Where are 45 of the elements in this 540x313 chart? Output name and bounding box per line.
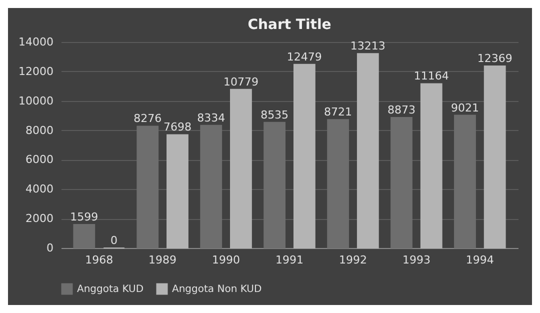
data-label: 0 [110, 234, 118, 247]
bar [200, 124, 222, 248]
data-label: 1599 [70, 210, 98, 224]
bar [327, 119, 349, 248]
bar [454, 114, 476, 248]
y-tick-label: 2000 [26, 212, 54, 226]
data-label: 8721 [324, 106, 352, 119]
x-tick-label: 1989 [148, 254, 177, 266]
data-label: 8873 [388, 103, 416, 116]
x-tick-label: 1992 [338, 254, 367, 266]
chart-title: Chart Title [248, 17, 332, 33]
y-tick-label: 4000 [26, 182, 54, 196]
data-label: 13213 [350, 40, 386, 53]
x-tick-label: 1991 [276, 254, 304, 266]
bar [356, 53, 379, 248]
x-tick-label: 1968 [85, 254, 114, 266]
bar [420, 83, 442, 248]
y-tick-label: 8000 [26, 124, 54, 137]
data-label: 8276 [134, 112, 162, 126]
legend-label: Anggota KUD [77, 284, 144, 295]
bar [230, 88, 252, 248]
y-tick-label: 10000 [18, 94, 54, 108]
data-label: 12369 [477, 52, 512, 65]
bar [293, 64, 316, 248]
bar [136, 126, 159, 248]
data-label: 8535 [260, 108, 289, 122]
data-label: 10779 [223, 75, 258, 88]
data-label: 11164 [414, 70, 449, 83]
data-label: 7698 [163, 120, 192, 134]
legend-label: Anggota Non KUD [172, 284, 262, 295]
x-tick-label: 1994 [466, 254, 494, 266]
x-tick-label: 1993 [402, 254, 430, 266]
y-tick-label: 0 [46, 242, 54, 254]
bar [484, 66, 506, 248]
bar [264, 122, 286, 248]
y-tick-label: 6000 [26, 153, 54, 166]
bar [73, 224, 96, 248]
x-tick-label: 1990 [212, 254, 240, 266]
bar [390, 116, 412, 248]
data-label: 9021 [450, 101, 479, 114]
y-tick-label: 14000 [18, 36, 54, 48]
data-label: 8334 [197, 111, 226, 124]
bar [166, 134, 188, 248]
y-tick-label: 12000 [18, 64, 54, 78]
data-label: 12479 [286, 50, 322, 64]
